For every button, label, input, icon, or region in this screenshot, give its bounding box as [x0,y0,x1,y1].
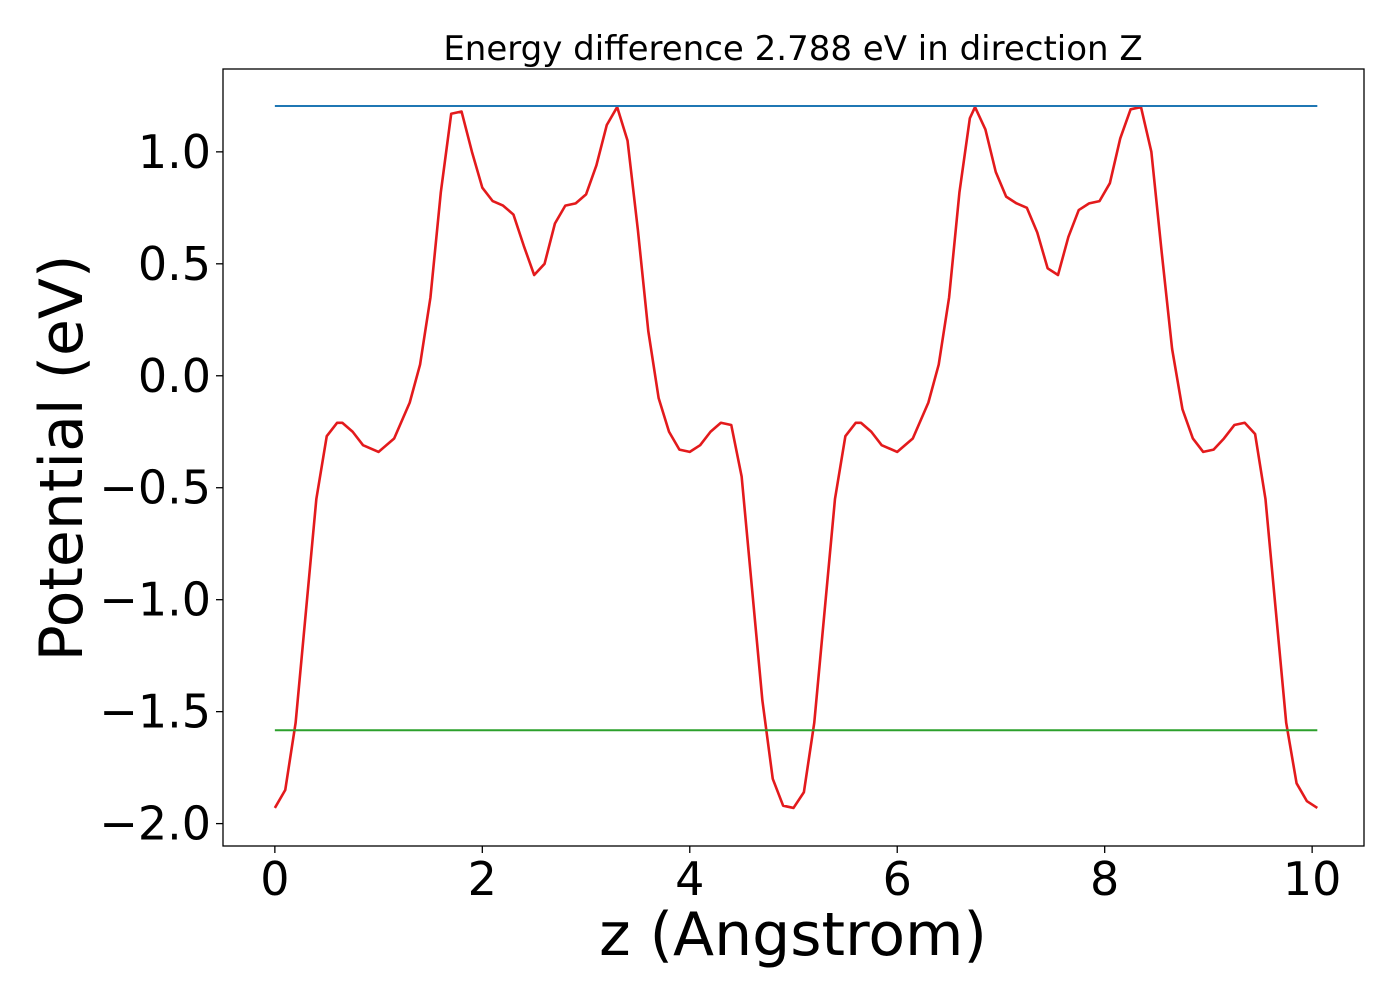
y-tick-label: −1.5 [99,685,211,739]
x-tick-label: 0 [260,852,289,906]
y-tick-label: −0.5 [99,461,211,515]
x-tick-label: 2 [468,852,497,906]
y-tick-label: −1.0 [99,573,211,627]
x-axis: 0 2 4 6 8 10 [260,846,1341,906]
series-layer [273,104,1319,810]
x-axis-label: z (Angstrom) [599,900,987,970]
y-axis: 1.0 0.5 0.0 −0.5 −1.0 −1.5 −2.0 [99,125,223,851]
plot-frame [222,68,1365,847]
y-tick-label: 0.5 [138,237,211,291]
y-tick-label: 0.0 [138,349,211,403]
x-tick-label: 8 [1090,852,1119,906]
y-axis-label: Potential (eV) [27,255,97,662]
x-tick-label: 10 [1283,852,1342,906]
y-tick-label: −2.0 [99,797,211,851]
y-tick-label: 1.0 [138,125,211,179]
x-tick-label: 6 [883,852,912,906]
potential-series-line [273,105,1319,810]
chart-title: Energy difference 2.788 eV in direction … [443,29,1142,69]
x-tick-label: 4 [675,852,704,906]
